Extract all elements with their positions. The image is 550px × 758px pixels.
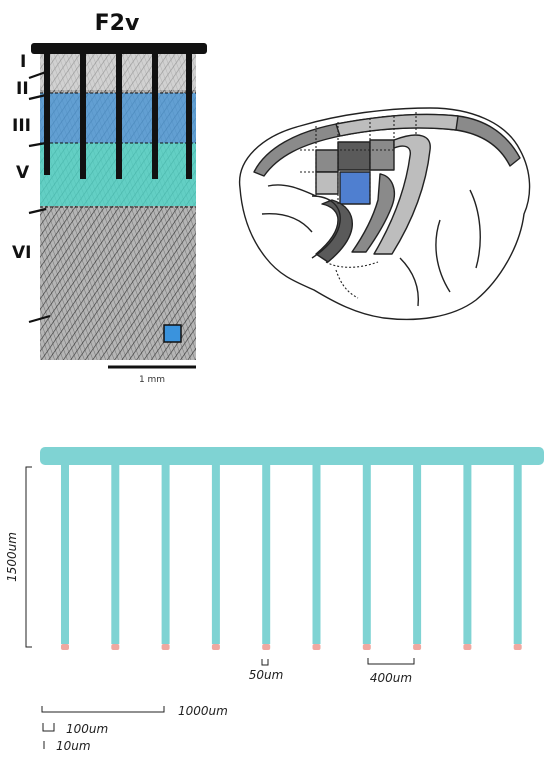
shank-tip	[111, 644, 120, 650]
area-borders	[300, 112, 417, 299]
layer-label-ii: II	[16, 79, 29, 99]
shank-tip	[61, 644, 69, 650]
scale-10-label: 10um	[56, 739, 91, 753]
shank-tip	[161, 644, 170, 650]
probe-base	[40, 447, 544, 465]
highlighted-area	[339, 171, 371, 205]
area-dark-1	[337, 141, 371, 171]
scale-bar-label: 1 mm	[139, 375, 165, 385]
sulcus-band	[373, 134, 431, 255]
probe-shank	[61, 462, 69, 644]
probe-schematic-panel: 1500um 50um 400um 1000um 100um 10um	[5, 447, 544, 753]
pitch-marker	[367, 658, 415, 665]
shank-tip	[413, 644, 422, 650]
layer-label-vi: VI	[12, 243, 31, 263]
cortical-section-panel: F2v	[12, 11, 207, 385]
probe-shank	[463, 462, 472, 644]
shank-tip	[513, 644, 522, 650]
area-dark-2	[315, 149, 339, 173]
section-title: F2v	[95, 11, 140, 36]
shank-tip	[262, 644, 271, 650]
scale-100-bar	[42, 723, 55, 732]
scale-1000-label: 1000um	[178, 704, 228, 718]
probe-shank	[362, 462, 371, 644]
probe-shank	[211, 462, 220, 644]
pitch-label: 400um	[370, 671, 412, 685]
scale-1000-bar	[41, 706, 165, 713]
region-marker	[163, 324, 182, 343]
shank-width-marker	[261, 659, 269, 666]
depth-bracket	[25, 466, 32, 648]
probe-shank	[161, 462, 170, 644]
probe-shank	[312, 462, 321, 644]
probe-shank	[111, 462, 120, 644]
shank-tip	[312, 644, 321, 650]
probe-shank	[513, 462, 522, 644]
layer-label-i: I	[20, 52, 26, 72]
shank-tip	[463, 644, 472, 650]
layer-label-v: V	[16, 163, 30, 183]
shank-tip	[362, 644, 371, 650]
brain-schematic-panel	[238, 107, 531, 321]
shank-tip	[211, 644, 220, 650]
shank-width-label: 50um	[249, 668, 284, 682]
depth-label: 1500um	[5, 532, 19, 582]
probe-shank	[262, 462, 271, 644]
scale-100-label: 100um	[66, 722, 108, 736]
layer-label-iii: III	[12, 116, 31, 136]
layer-ticks	[28, 70, 51, 324]
implanted-probe	[31, 43, 207, 179]
probe-shank	[413, 462, 422, 644]
probe-shanks	[61, 462, 522, 650]
